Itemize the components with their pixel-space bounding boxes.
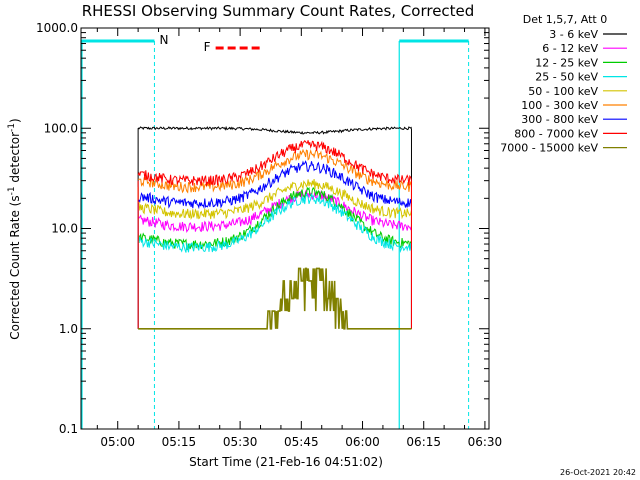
y-tick-label: 10.0 [51,222,78,236]
y-tick-label: 100.0 [44,121,78,135]
legend-entry-label: 300 - 800 keV [521,113,598,126]
y-axis-ticks: 0.1 1.0 10.0 100.0 1000.0 [36,21,489,436]
legend-entry-label: 6 - 12 keV [542,42,598,55]
legend-entry-label: 100 - 300 keV [521,99,598,112]
x-tick-label: 05:45 [284,435,319,449]
series-7 [137,140,412,329]
x-axis-label: Start Time (21-Feb-16 04:51:02) [189,455,383,469]
flare-label: F [204,40,211,54]
series-line [138,148,412,194]
x-tick-label: 05:15 [162,435,197,449]
x-tick-label: 06:15 [406,435,441,449]
chart-title: RHESSI Observing Summary Count Rates, Co… [82,2,475,20]
legend-entry-label: 25 - 50 keV [535,71,598,84]
legend-entry-label: 50 - 100 keV [528,85,598,98]
series-line [137,125,412,135]
series-8 [138,267,412,330]
x-tick-label: 06:30 [468,435,503,449]
legend-entry-label: 12 - 25 keV [535,56,598,69]
x-tick-label: 06:00 [345,435,380,449]
legend-header: Det 1,5,7, Att 0 [523,13,607,26]
series-line [137,179,412,220]
night-label: N [159,33,168,47]
series-line [137,140,412,187]
timestamp: 26-Oct-2021 20:42 [560,468,636,477]
series-line [137,193,412,253]
x-axis-ticks: 05:00 05:15 05:30 05:45 06:00 06:15 06:30 [96,28,503,449]
series-line [137,188,412,233]
y-tick-label: 1000.0 [36,21,78,35]
legend-entry-label: 3 - 6 keV [549,28,598,41]
series-line [138,267,412,330]
x-tick-label: 05:00 [100,435,135,449]
x-tick-label: 05:30 [223,435,258,449]
legend-entry-label: 7000 - 15000 keV [500,142,598,155]
y-tick-label: 0.1 [59,422,78,436]
y-tick-label: 1.0 [59,322,78,336]
legend-entry-label: 800 - 7000 keV [514,127,598,140]
series-line [137,160,412,210]
plot-frame [80,27,490,430]
y-axis-label: Corrected Count Rate (s-1 detector-1) [7,118,22,339]
